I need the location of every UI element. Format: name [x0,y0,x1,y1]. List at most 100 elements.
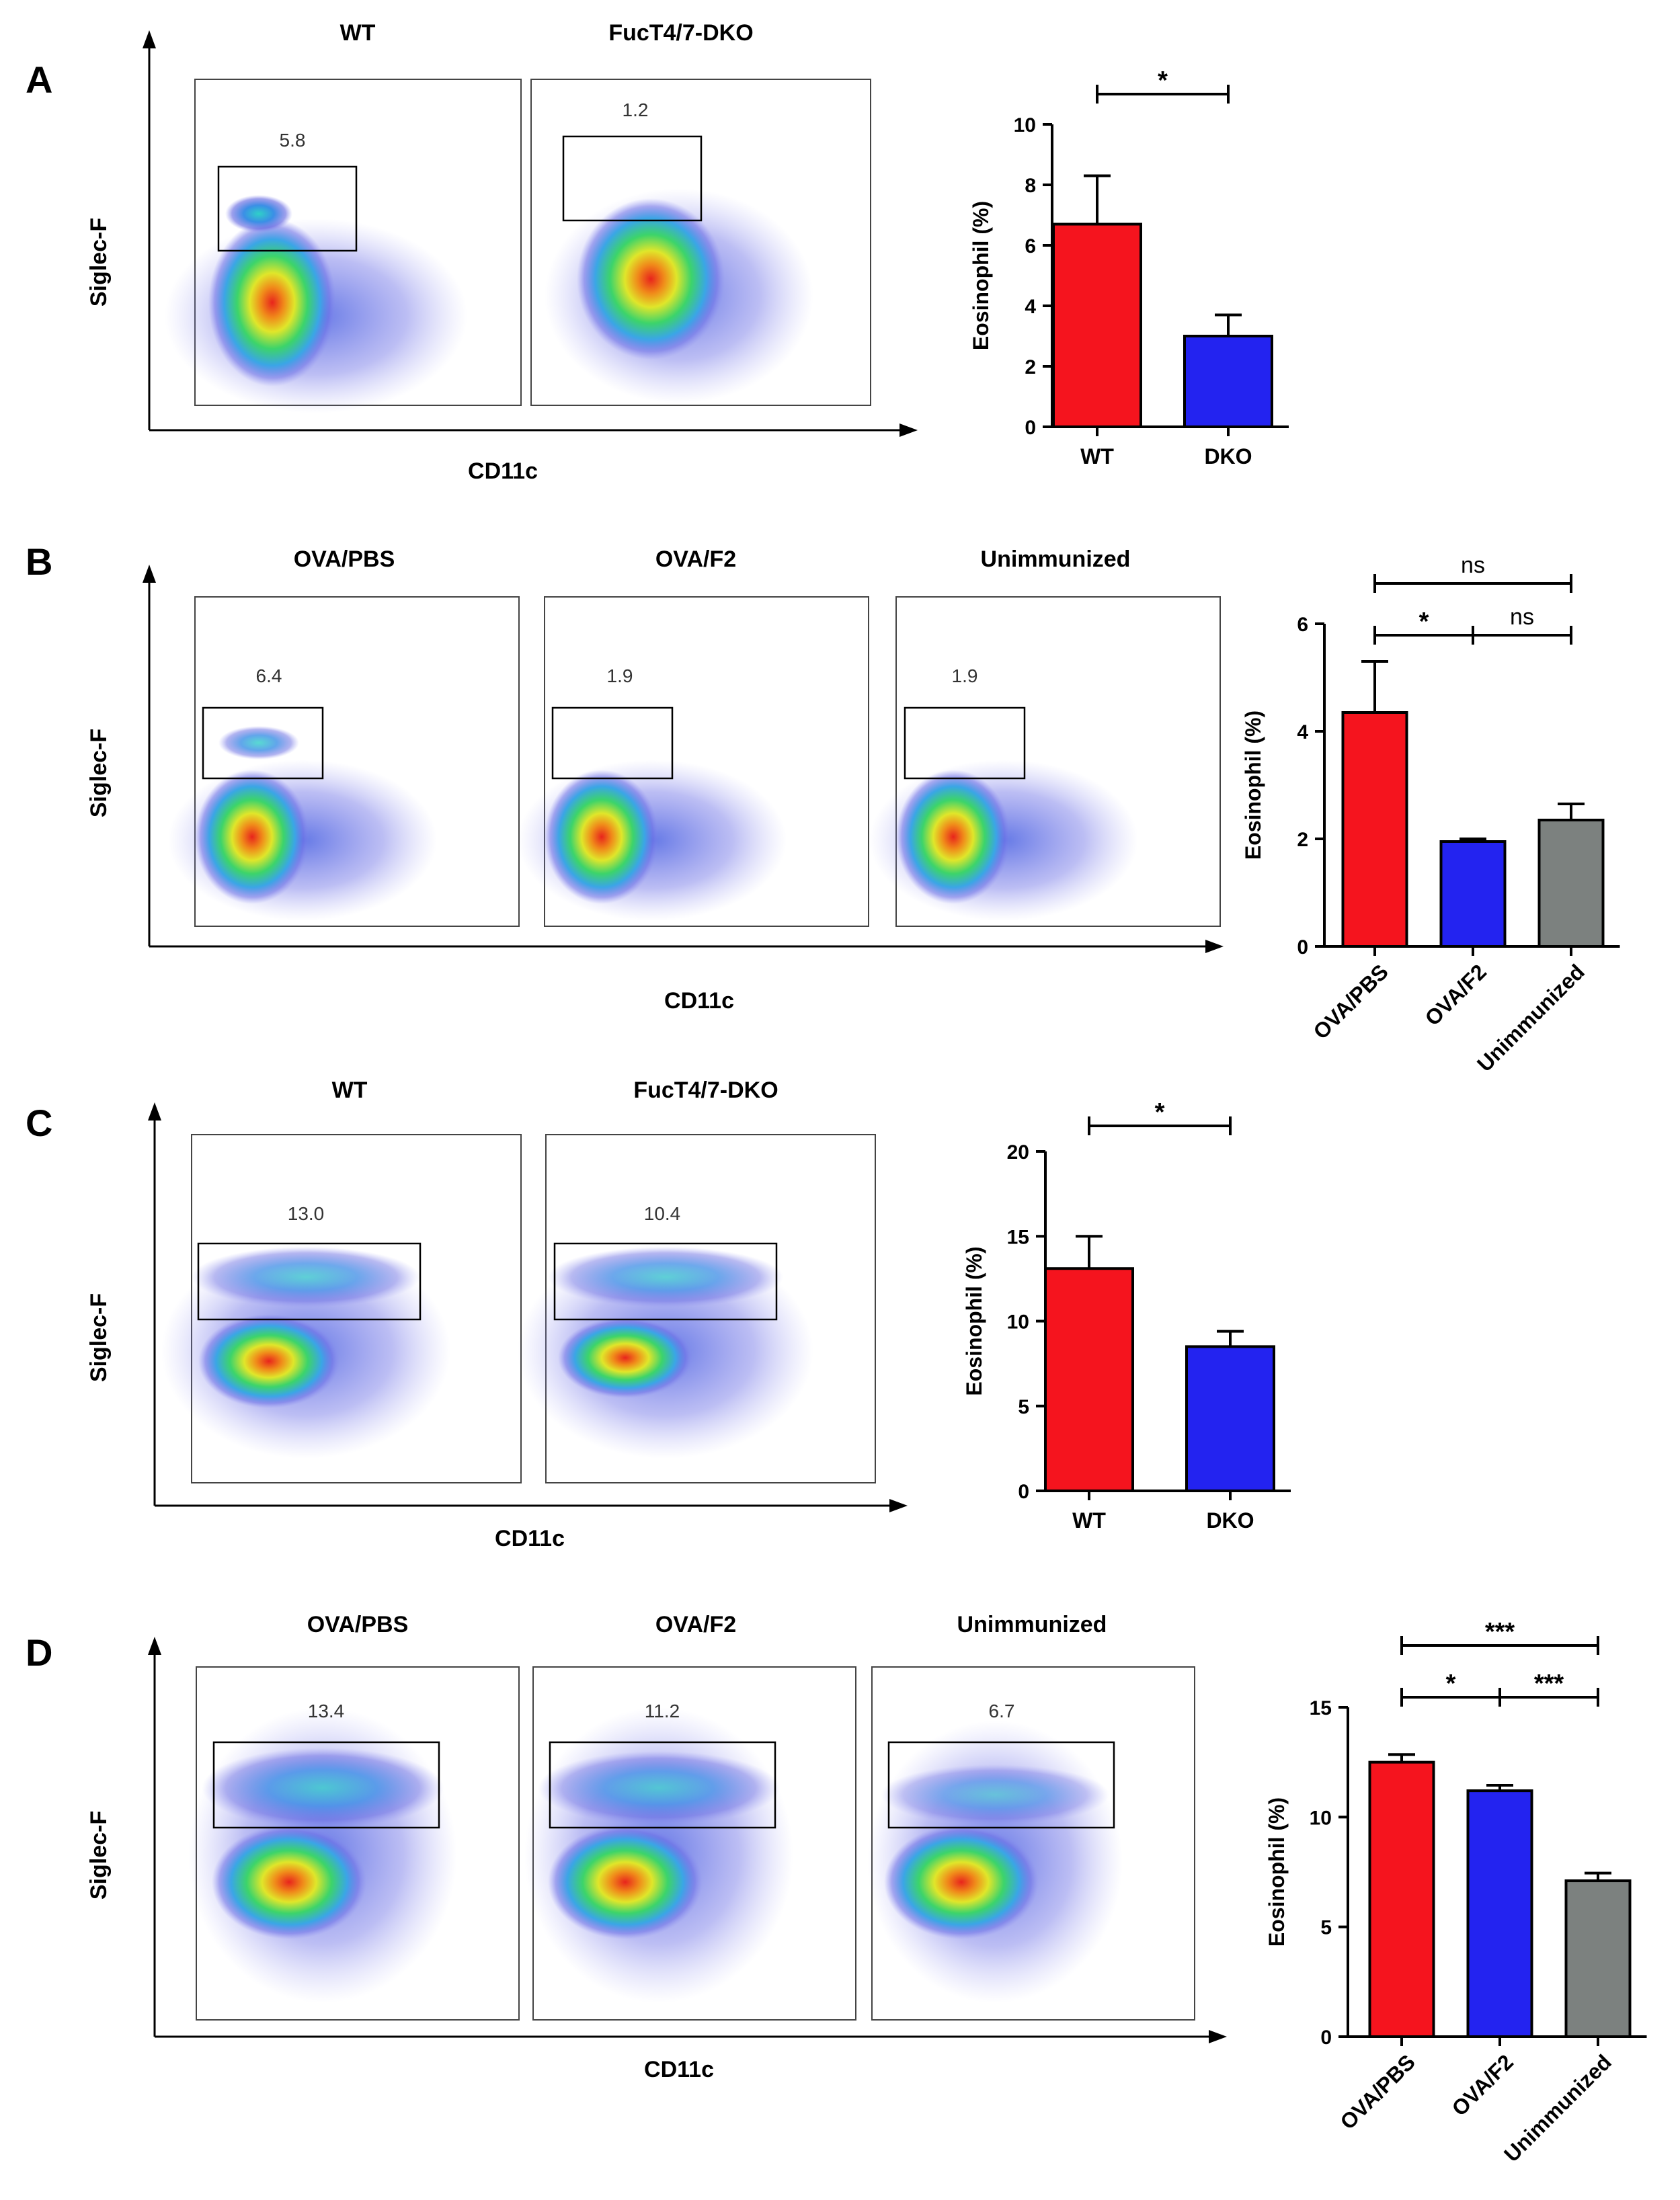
y-tick-label: 5 [1018,1396,1029,1418]
y-axis-label: Siglec-F [86,1811,112,1900]
bar-unimmunized [1564,1879,1632,2038]
bar-chart-a: 0 2 4 6 8 10 Eosinophil (%) WT DKO * [969,67,1289,468]
gate-value: 1.9 [952,665,978,686]
flow-plot: 13.0 WT [161,1077,522,1483]
panel-label-d: D [26,1631,52,1674]
flow-plot: 6.4 OVA/PBS [168,546,520,927]
panel-d-flow: Siglec-F CD11c 13.4 OVA/PBS 11.2 OVA/F2 [86,1612,1227,2082]
bar-ova-f2 [1466,1789,1533,2038]
plot-title: OVA/F2 [655,546,736,572]
y-tick-label: 10 [1014,114,1036,136]
x-axis-label: CD11c [468,458,538,484]
significance-label: * [1158,67,1168,95]
bar-wt [1044,1267,1134,1492]
flow-plot: 1.9 OVA/F2 [518,546,869,927]
flow-plot: 5.8 WT [165,20,522,413]
plot-title: Unimmunized [981,546,1131,572]
plot-title: WT [340,20,376,46]
category-label: OVA/PBS [1308,959,1393,1044]
category-label: WT [1072,1508,1106,1533]
panel-label-c: C [26,1102,52,1144]
panel-a-flow: Siglec-F CD11c 5.8 WT 1.2 FucT4/7-DKO [86,20,918,484]
flow-plot: 6.7 Unimmunized [867,1612,1195,2021]
y-tick-label: 15 [1310,1697,1332,1719]
bar-ova-pbs [1368,1760,1435,2039]
category-label: DKO [1206,1508,1254,1533]
gate-value: 13.0 [288,1203,325,1224]
panel-label-a: A [26,58,52,101]
x-axis-label: CD11c [644,2057,714,2082]
bar-y-axis-label: Eosinophil (%) [1265,1797,1289,1947]
x-axis-label: CD11c [495,1526,565,1551]
y-tick-label: 8 [1025,175,1036,197]
gate-value: 6.7 [989,1701,1015,1721]
bar-y-axis-label: Eosinophil (%) [1241,710,1265,860]
y-tick-label: 6 [1025,235,1036,257]
plot-title: Unimmunized [957,1612,1107,1637]
bar-y-axis-label: Eosinophil (%) [969,201,993,350]
y-tick-label: 6 [1297,614,1308,636]
y-axis-label: Siglec-F [86,218,112,307]
significance-label: * [1155,1098,1165,1127]
significance-label: ns [1461,553,1485,578]
category-label: WT [1080,444,1114,468]
category-label: OVA/F2 [1420,959,1491,1030]
y-tick-label: 0 [1297,936,1308,959]
category-label: DKO [1204,444,1252,468]
flow-plot: 11.2 OVA/F2 [524,1612,856,2021]
category-label: OVA/F2 [1447,2049,1518,2121]
gate-value: 1.2 [623,99,649,120]
significance-label: * [1419,608,1429,636]
plot-title: OVA/F2 [655,1612,736,1637]
y-tick-label: 10 [1310,1807,1332,1829]
panel-label-b: B [26,540,52,583]
significance-label: * [1446,1670,1456,1698]
y-tick-label: 15 [1007,1226,1029,1248]
gate-value: 6.4 [256,665,282,686]
panel-b-flow: Siglec-F CD11c 6.4 OVA/PBS 1.9 OVA/F2 1.… [86,546,1224,1014]
y-tick-label: 20 [1007,1141,1029,1164]
significance-label: ns [1510,604,1534,630]
gate-value: 11.2 [645,1701,680,1721]
flow-plot: 1.2 FucT4/7-DKO [530,20,871,406]
flow-plot: 1.9 Unimmunized [869,546,1221,927]
panel-c-flow: Siglec-F CD11c 13.0 WT 10.4 FucT4/7-DKO [86,1077,908,1551]
significance-label: *** [1534,1670,1564,1698]
bar-dko [1185,1345,1275,1492]
y-tick-label: 10 [1007,1311,1029,1334]
bar-ova-pbs [1341,711,1408,948]
bar-unimmunized [1537,819,1605,948]
bar-chart-c: 0 5 10 15 20 Eosinophil (%) WT DKO * [962,1098,1291,1533]
y-axis-label: Siglec-F [86,1293,112,1382]
plot-title: FucT4/7-DKO [608,20,753,46]
gate-value: 5.8 [280,130,306,151]
y-tick-label: 4 [1025,296,1036,318]
plot-title: OVA/PBS [294,546,395,572]
x-axis-label: CD11c [664,988,734,1014]
plot-title: WT [332,1077,368,1103]
gate-value: 1.9 [607,665,633,686]
y-tick-label: 2 [1025,356,1036,378]
bar-ova-f2 [1439,840,1507,948]
bar-dko [1183,335,1273,428]
gate-value: 13.4 [308,1701,345,1721]
y-tick-label: 0 [1018,1481,1029,1503]
plot-title: FucT4/7-DKO [633,1077,778,1103]
y-axis-label: Siglec-F [86,729,112,817]
bar-y-axis-label: Eosinophil (%) [962,1246,986,1395]
bar-wt [1052,222,1142,428]
gate-value: 10.4 [644,1203,681,1224]
category-label: OVA/PBS [1335,2049,1420,2134]
y-tick-label: 4 [1297,721,1308,743]
y-tick-label: 5 [1320,1917,1332,1939]
flow-plot: 10.4 FucT4/7-DKO [518,1077,876,1483]
y-tick-label: 0 [1320,2027,1332,2049]
significance-label: *** [1485,1618,1515,1646]
y-tick-label: 2 [1297,829,1308,851]
flow-plot: 13.4 OVA/PBS [188,1612,520,2021]
plot-title: OVA/PBS [307,1612,409,1637]
y-tick-label: 0 [1025,417,1036,439]
